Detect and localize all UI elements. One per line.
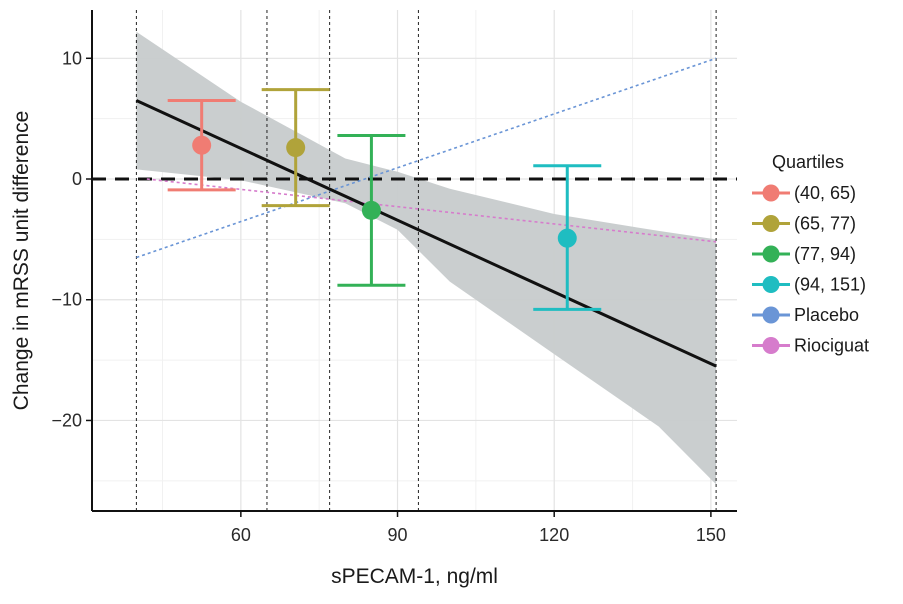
legend-key-dot — [762, 306, 780, 324]
x-axis-title: sPECAM-1, ng/ml — [331, 565, 498, 588]
legend-key-dot — [762, 337, 780, 354]
quartile-point — [557, 228, 577, 248]
legend-label: (40, 65) — [794, 183, 856, 203]
legend-label: (65, 77) — [794, 214, 856, 234]
y-tick-label: 10 — [62, 48, 82, 68]
trend-lines-layer — [92, 10, 737, 511]
quartile-point — [361, 200, 381, 220]
regression-line — [135, 99, 717, 368]
quartile-point — [192, 135, 212, 155]
legend-label: Placebo — [794, 305, 859, 325]
confidence-band-layer — [136, 31, 717, 485]
quartile-point — [286, 138, 306, 158]
x-tick-label: 120 — [539, 525, 569, 545]
confidence-band — [136, 31, 717, 485]
y-tick-label: −20 — [51, 410, 82, 430]
y-axis-title: Change in mRSS unit difference — [10, 111, 33, 411]
y-tick-label: 0 — [72, 169, 82, 189]
quartile-points-layer — [167, 88, 602, 311]
legend-key-dot — [762, 245, 780, 263]
legend-title: Quartiles — [772, 152, 844, 172]
legend-key-dot — [762, 184, 780, 202]
x-tick-label: 150 — [696, 525, 726, 545]
placebo-trend-line — [136, 57, 717, 259]
legend: Quartiles (40, 65) (65, 77) (77, 94) (94, 1… — [752, 152, 869, 356]
y-tick-label: −10 — [51, 290, 82, 310]
x-tick-label: 90 — [388, 525, 408, 545]
axes: 60 90 120 150 10 0 −10 −20 — [51, 10, 737, 545]
legend-label: Riociguat — [794, 336, 869, 356]
legend-label: (94, 151) — [794, 275, 866, 295]
x-tick-label: 60 — [231, 525, 251, 545]
legend-key-dot — [762, 276, 780, 293]
legend-label: (77, 94) — [794, 244, 856, 264]
legend-key-dot — [762, 215, 780, 232]
